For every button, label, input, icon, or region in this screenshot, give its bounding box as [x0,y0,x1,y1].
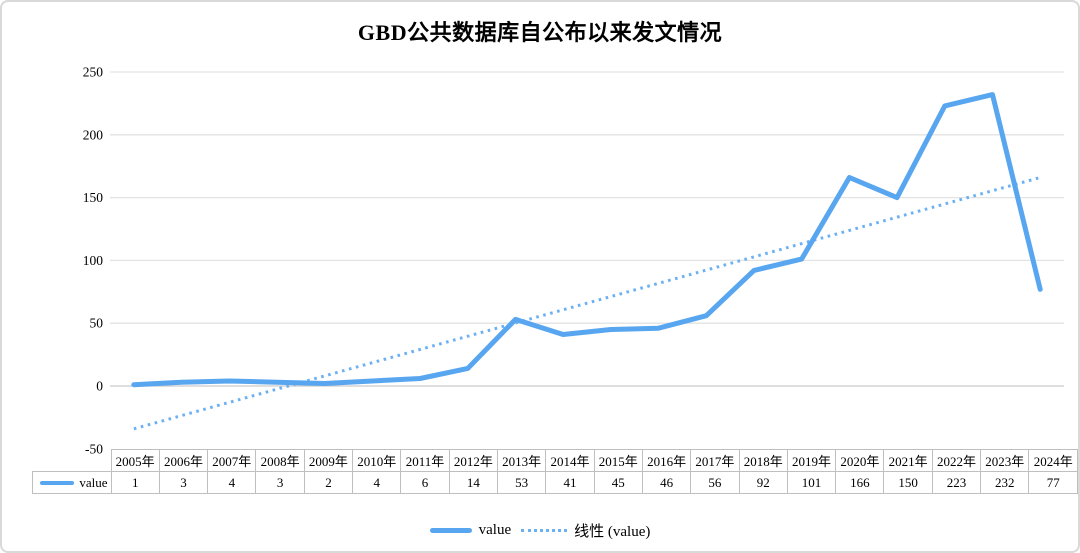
year-header-cell: 2008年 [255,449,305,472]
year-header-cell: 2023年 [980,449,1030,472]
legend-label: 线性 (value) [574,523,651,540]
year-header-cell: 2012年 [448,449,498,472]
value-cell: 3 [158,471,209,494]
value-series-line [131,92,1043,388]
series-key-label: value [79,474,108,490]
value-cell: 223 [931,471,982,494]
legend-item: value [429,521,512,539]
series-key-cell: value [32,471,112,494]
year-header-cell: 2014年 [545,449,595,472]
year-header-cell: 2021年 [883,449,933,472]
value-cell: 77 [1028,471,1078,494]
value-cell: 4 [352,471,402,494]
value-cell: 46 [641,471,692,494]
dotted-line-swatch-icon [521,528,568,532]
chart-title: GBD公共数据库自公布以来发文情况 [357,20,723,45]
year-header-cell: 2013年 [496,449,547,472]
year-header-cell: 2024年 [1028,449,1078,472]
year-header-cell: 2005年 [110,449,160,472]
value-cell: 2 [303,471,354,494]
value-cell: 41 [545,471,595,494]
year-header-cell: 2020年 [835,449,885,472]
table-corner-blank [33,450,112,472]
value-cell: 6 [400,471,450,494]
year-header-cell: 2018年 [738,449,788,472]
value-cell: 3 [255,471,305,494]
y-axis-tick-label: 150 [83,190,104,205]
chart-data-table: 2005年 2006年 2007年 2008年 2009年 2010年 2011年 2012年… [32,449,1078,494]
y-axis-tick-label: 50 [90,316,104,331]
y-axis-tick-label: 250 [83,65,104,80]
y-axis-tick-label: 0 [96,379,103,394]
value-cell: 53 [496,471,547,494]
value-cell: 1 [110,471,160,494]
series-line-swatch-icon [40,480,75,485]
year-header-cell: 2017年 [690,449,740,472]
year-header-cell: 2019年 [786,449,837,472]
value-cell: 101 [786,471,837,494]
year-header-cell: 2006年 [158,449,209,472]
year-header-cell: 2007年 [207,449,257,472]
legend-label: value [478,521,512,538]
trendline [133,176,1041,431]
value-cell: 92 [738,471,788,494]
year-header-cell: 2011年 [400,449,450,472]
year-header-cell: 2010年 [352,449,402,472]
solid-line-swatch-icon [429,527,472,533]
legend-item: 线性 (value) [521,520,650,541]
value-cell: 14 [448,471,498,494]
y-axis-tick-label: 100 [83,253,104,268]
value-cell: 232 [980,471,1030,494]
value-cell: 150 [883,471,933,494]
value-cell: 45 [593,471,643,494]
chart-legend: value 线性 (value) [2,515,1078,545]
value-cell: 166 [835,471,885,494]
year-header-cell: 2016年 [641,449,692,472]
y-axis-tick-label: 200 [83,127,104,142]
value-cell: 4 [207,471,257,494]
year-header-cell: 2022年 [931,449,982,472]
year-header-cell: 2009年 [303,449,354,472]
year-header-cell: 2015年 [593,449,643,472]
value-cell: 56 [690,471,740,494]
